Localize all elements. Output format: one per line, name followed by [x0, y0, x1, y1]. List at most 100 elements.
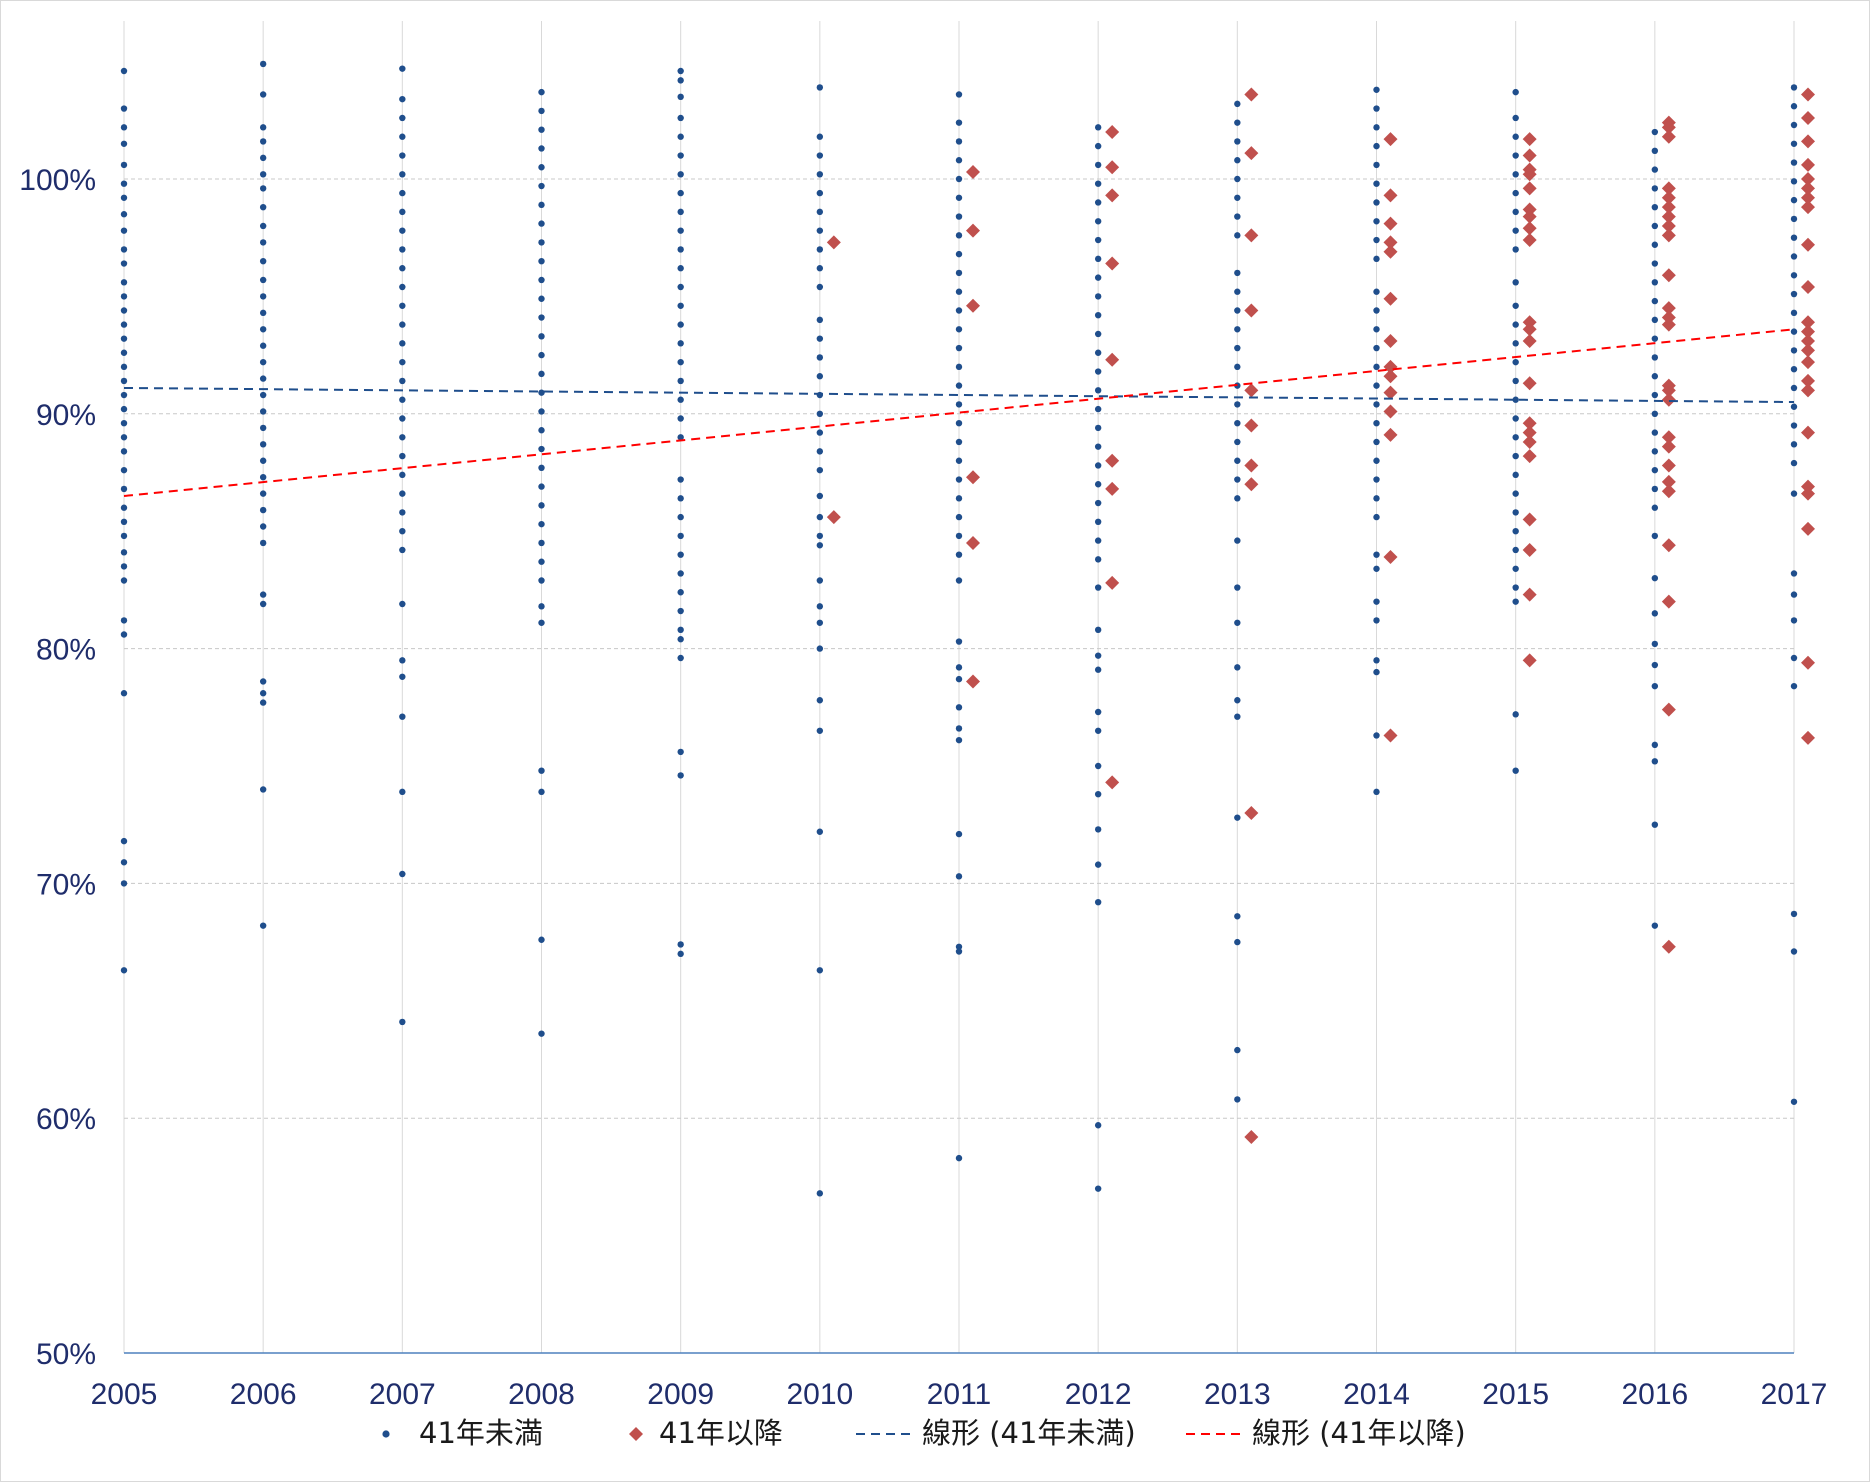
- point-dot: [259, 922, 267, 929]
- point-dot: [538, 464, 545, 472]
- point-dot: [259, 358, 267, 366]
- point-dot: [399, 95, 406, 103]
- point-dot: [1234, 157, 1241, 164]
- point-dot: [1094, 199, 1102, 206]
- point-dot: [1373, 105, 1380, 112]
- point-dot: [399, 452, 406, 460]
- legend-label: 41年以降: [659, 1416, 783, 1450]
- point-dot: [399, 133, 406, 140]
- point-dot: [120, 321, 128, 328]
- point-dot: [677, 532, 684, 540]
- point-dot: [1234, 401, 1241, 408]
- point-dot: [259, 91, 267, 98]
- point-dot: [1373, 326, 1380, 333]
- point-dot: [259, 408, 267, 415]
- point-dot: [399, 1018, 406, 1026]
- point-dot: [1651, 203, 1659, 211]
- point-dot: [1790, 441, 1798, 448]
- point-dot: [816, 727, 824, 734]
- point-dot: [1651, 741, 1659, 749]
- point-dot: [955, 382, 963, 389]
- point-dot: [1790, 654, 1798, 662]
- point-diamond: [1383, 235, 1398, 250]
- legend: 41年未満 41年以降 線形 (41年未満) 線形 (41年以降): [382, 1416, 1466, 1450]
- point-dot: [538, 389, 545, 396]
- legend-swatch-dot: [382, 1430, 390, 1438]
- point-dot: [1651, 241, 1659, 248]
- point-dot: [120, 859, 128, 866]
- point-dot: [1512, 321, 1519, 328]
- point-dot: [120, 690, 128, 697]
- point-dot: [120, 363, 128, 371]
- point-diamond: [1244, 383, 1259, 398]
- point-dot: [1094, 330, 1102, 338]
- point-dot: [1094, 293, 1102, 300]
- point-dot: [816, 532, 824, 540]
- point-dot: [816, 542, 824, 549]
- point-dot: [1234, 326, 1241, 333]
- point-dot: [1373, 218, 1380, 225]
- point-dot: [120, 577, 128, 584]
- point-diamond: [1801, 343, 1815, 358]
- y-tick-label: 90%: [36, 399, 96, 432]
- point-dot: [1234, 269, 1241, 277]
- point-dot: [955, 419, 963, 427]
- point-dot: [1234, 913, 1241, 920]
- point-dot: [1373, 236, 1380, 244]
- point-dot: [1094, 142, 1102, 150]
- point-dot: [816, 448, 824, 455]
- point-diamond: [1522, 209, 1537, 224]
- point-dot: [1790, 328, 1798, 335]
- point-dot: [816, 429, 824, 436]
- point-dot: [955, 326, 963, 333]
- point-diamond: [1661, 301, 1676, 316]
- series-1: [826, 87, 1815, 1144]
- point-dot: [1234, 697, 1241, 704]
- point-dot: [259, 591, 267, 598]
- point-dot: [1512, 767, 1519, 774]
- point-dot: [538, 333, 545, 340]
- point-dot: [120, 246, 128, 253]
- point-dot: [1651, 610, 1659, 617]
- point-dot: [1512, 302, 1519, 309]
- point-diamond: [1801, 655, 1815, 670]
- point-dot: [677, 67, 684, 75]
- point-dot: [1373, 598, 1380, 605]
- point-dot: [1094, 898, 1102, 906]
- point-dot: [816, 84, 824, 91]
- point-diamond: [1661, 430, 1676, 445]
- point-dot: [1790, 948, 1798, 955]
- point-dot: [399, 377, 406, 385]
- point-dot: [1094, 499, 1102, 507]
- point-dot: [1234, 619, 1241, 626]
- legend-label: 41年未満: [419, 1416, 543, 1450]
- point-dot: [1094, 124, 1102, 131]
- point-dot: [259, 600, 267, 608]
- point-diamond: [1661, 268, 1676, 283]
- point-dot: [399, 415, 406, 422]
- point-dot: [1373, 180, 1380, 187]
- point-dot: [538, 295, 545, 302]
- point-dot: [677, 570, 684, 577]
- point-dot: [1512, 598, 1519, 605]
- point-diamond: [966, 164, 980, 179]
- point-dot: [816, 410, 824, 417]
- point-dot: [816, 373, 824, 380]
- point-dot: [538, 126, 545, 133]
- point-dot: [1094, 727, 1102, 734]
- point-dot: [1373, 142, 1380, 150]
- y-tick-label: 80%: [36, 634, 96, 667]
- point-diamond: [1244, 477, 1259, 492]
- y-tick-label: 100%: [19, 164, 96, 197]
- point-dot: [1512, 171, 1519, 178]
- point-diamond: [1105, 256, 1120, 271]
- point-dot: [1651, 354, 1659, 361]
- point-diamond: [1244, 458, 1259, 473]
- point-diamond: [1801, 373, 1815, 388]
- point-dot: [1234, 537, 1241, 544]
- point-dot: [399, 471, 406, 479]
- point-dot: [1094, 387, 1102, 394]
- point-dot: [1373, 419, 1380, 427]
- point-dot: [399, 396, 406, 403]
